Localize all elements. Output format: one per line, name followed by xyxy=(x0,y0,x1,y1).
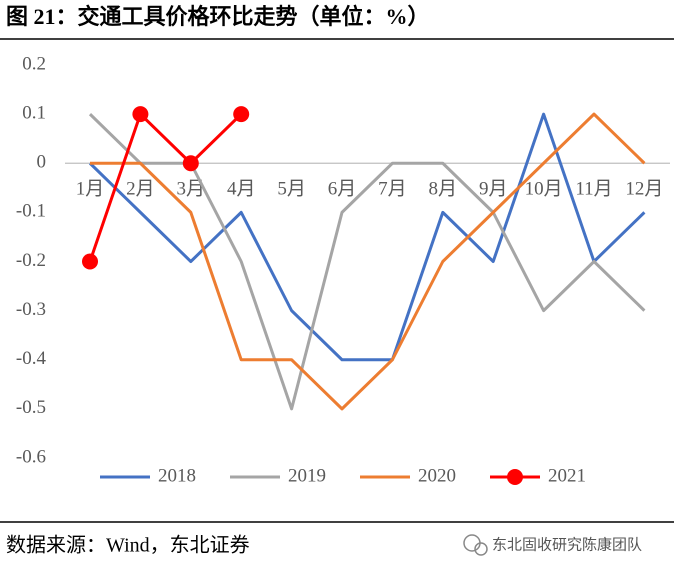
y-tick-label: -0.6 xyxy=(16,446,46,467)
x-tick-label: 4月 xyxy=(227,179,256,200)
y-tick-label: -0.3 xyxy=(16,299,46,320)
series-line xyxy=(90,112,646,411)
y-tick-label: -0.5 xyxy=(16,397,46,418)
legend-label: 2021 xyxy=(548,465,586,486)
x-tick-label: 1月 xyxy=(76,179,105,200)
x-tick-label: 3月 xyxy=(177,179,206,200)
legend-label: 2020 xyxy=(418,465,456,486)
watermark-icon xyxy=(463,534,488,556)
y-tick-label: -0.4 xyxy=(16,348,47,369)
point xyxy=(132,106,149,123)
legend-marker xyxy=(507,469,523,485)
series-line xyxy=(88,112,243,262)
legend-label: 2019 xyxy=(288,465,326,486)
y-tick-label: -0.2 xyxy=(16,250,46,271)
watermark: 东北固收研究陈康团队 xyxy=(492,536,642,554)
chart-title: 图 21：交通工具价格环比走势（单位：%） xyxy=(6,4,430,29)
x-tick-label: 6月 xyxy=(328,179,357,200)
x-tick-label: 9月 xyxy=(479,179,508,200)
legend-label: 2018 xyxy=(158,465,196,486)
x-tick-label: 8月 xyxy=(429,179,458,200)
x-tick-label: 11月 xyxy=(575,179,612,200)
y-tick-label: -0.1 xyxy=(16,201,46,222)
source: 数据来源：Wind，东北证券 xyxy=(6,534,250,557)
point xyxy=(182,155,199,172)
series-line xyxy=(88,112,646,362)
y-tick-label: 0.1 xyxy=(22,102,46,123)
x-tick-label: 5月 xyxy=(277,179,306,200)
y-tick-label: 0.2 xyxy=(22,53,46,74)
y-tick-label: 0 xyxy=(37,152,47,173)
x-tick-label: 12月 xyxy=(625,179,663,200)
x-tick-label: 2月 xyxy=(126,179,155,200)
x-tick-label: 10月 xyxy=(525,179,563,200)
x-tick-label: 7月 xyxy=(378,179,407,200)
point xyxy=(82,253,98,270)
series-line xyxy=(88,113,646,411)
point xyxy=(233,106,250,123)
